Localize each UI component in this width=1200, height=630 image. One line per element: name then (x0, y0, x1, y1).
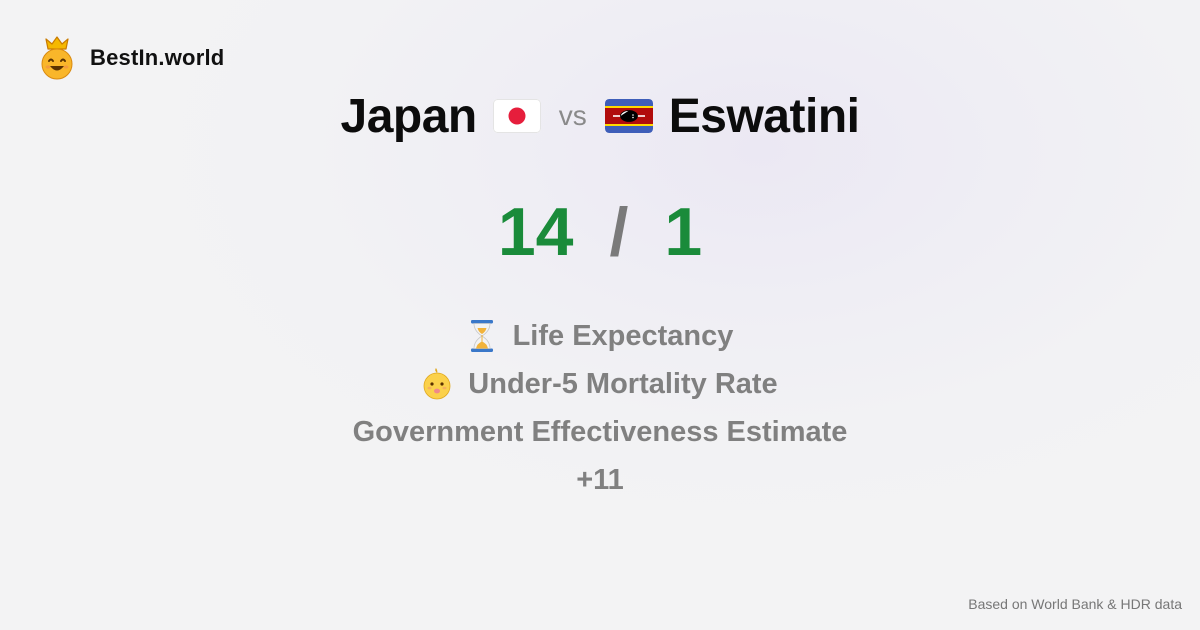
brand-link[interactable]: BestIn.world (38, 36, 224, 80)
crowned-smiley-icon (41, 36, 73, 80)
vs-label: vs (558, 100, 587, 131)
criterion-under5-mortality: Under-5 Mortality Rate (422, 360, 778, 408)
brand-name: BestIn.world (90, 45, 225, 70)
hourglass-icon (470, 320, 493, 352)
criteria-list: Life Expectancy Under-5 Mortality Rate G… (0, 312, 1200, 504)
baby-icon (423, 368, 451, 400)
criterion-label: Life Expectancy (512, 319, 734, 352)
data-source-note: Based on World Bank & HDR data (968, 596, 1182, 612)
criterion-life-expectancy: Life Expectancy (467, 312, 734, 360)
more-criteria-label: +11 (576, 463, 624, 496)
criterion-label: Government Effectiveness Estimate (352, 415, 848, 448)
score: 14 / 1 (0, 192, 1200, 272)
country-a-name[interactable]: Japan (340, 89, 478, 143)
score-country-b: 1 (664, 194, 703, 270)
japan-flag-icon (492, 99, 541, 133)
criterion-label: Under-5 Mortality Rate (468, 367, 778, 400)
criteria-more-count: +11 (576, 456, 624, 504)
comparison-title: Japan vs Eswatini (0, 86, 1200, 146)
criterion-government-effectiveness: Government Effectiveness Estimate (353, 408, 848, 456)
country-b-name[interactable]: Eswatini (668, 89, 860, 143)
score-country-a: 14 (497, 194, 574, 270)
eswatini-flag-icon (604, 99, 653, 133)
score-separator: / (609, 194, 629, 270)
